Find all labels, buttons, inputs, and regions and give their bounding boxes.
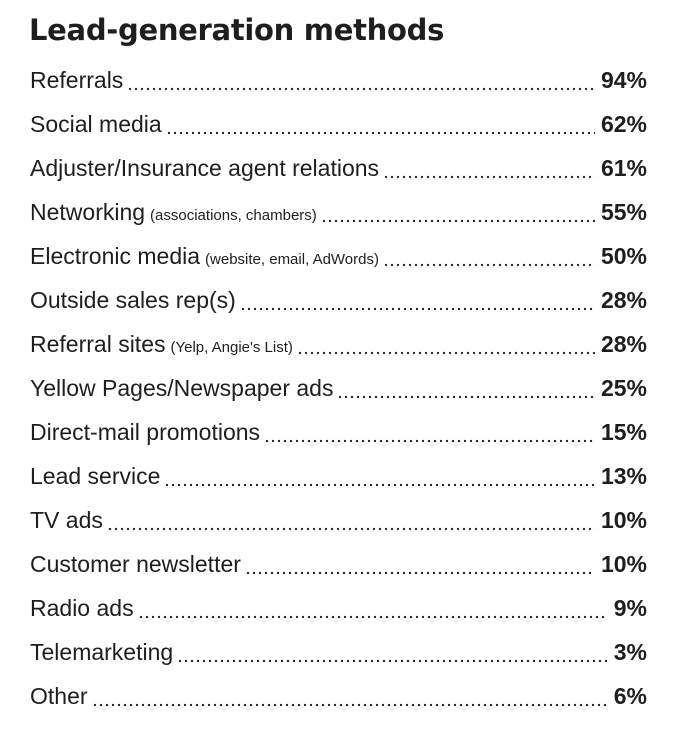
method-percentage: 3% — [613, 639, 647, 665]
dot-leader — [296, 322, 595, 366]
method-label: Outside sales rep(s) — [30, 278, 236, 322]
method-label: Social media — [30, 102, 162, 146]
method-label: Electronic media (website, email, AdWords… — [30, 234, 379, 282]
method-percentage: 62% — [600, 111, 647, 137]
dot-leader — [106, 498, 595, 542]
method-name: Customer newsletter — [30, 551, 241, 577]
method-percentage: 13% — [600, 463, 647, 489]
method-label: Customer newsletter — [30, 542, 241, 586]
dot-leader — [239, 278, 595, 322]
method-name: Social media — [30, 111, 162, 137]
list-item: Referrals 94% — [30, 58, 647, 102]
list-item: Social media 62% — [30, 102, 647, 146]
method-percentage: 10% — [600, 507, 647, 533]
method-label: Networking (associations, chambers) — [30, 190, 317, 238]
list-item: Networking (associations, chambers) 55% — [30, 190, 647, 234]
list-item: Electronic media (website, email, AdWords… — [30, 234, 647, 278]
list-item: Radio ads 9% — [30, 586, 647, 630]
list-item: Outside sales rep(s) 28% — [30, 278, 647, 322]
method-name: Direct-mail promotions — [30, 419, 261, 445]
method-name: Other — [30, 683, 88, 709]
method-percentage: 28% — [600, 287, 647, 313]
dot-leader — [337, 366, 595, 410]
list-item: Adjuster/Insurance agent relations 61% — [30, 146, 647, 190]
method-percentage: 9% — [613, 595, 647, 621]
dot-leader — [164, 454, 595, 498]
method-name: Referral sites — [30, 331, 166, 357]
list-item: TV ads 10% — [30, 498, 647, 542]
dot-leader — [320, 190, 595, 234]
dot-leader — [127, 58, 595, 102]
method-label: TV ads — [30, 498, 103, 542]
method-name: Lead service — [30, 463, 161, 489]
method-label: Direct-mail promotions — [30, 410, 260, 454]
lead-methods-list: Referrals 94% Social media 62% Adjuster/Insu… — [30, 58, 647, 718]
page-title: Lead-generation methods — [29, 13, 445, 47]
method-name: Radio ads — [30, 595, 134, 621]
dot-leader — [383, 146, 595, 190]
method-percentage: 50% — [600, 243, 647, 269]
method-percentage: 55% — [600, 199, 647, 225]
method-percentage: 61% — [600, 155, 647, 181]
list-item: Customer newsletter 10% — [30, 542, 647, 586]
method-percentage: 10% — [600, 551, 647, 577]
dot-leader — [244, 542, 595, 586]
method-name: Networking — [30, 199, 146, 225]
lead-generation-panel: Lead-generation methods Referrals 94% Soci… — [29, 8, 647, 718]
method-label: Lead service — [30, 454, 160, 498]
method-name: Adjuster/Insurance agent relations — [30, 155, 380, 181]
method-note: (website, email, AdWords) — [205, 251, 379, 268]
method-label: Adjuster/Insurance agent relations — [30, 146, 379, 190]
method-percentage: 28% — [600, 331, 647, 357]
method-percentage: 15% — [600, 419, 647, 445]
dot-leader — [264, 410, 595, 454]
method-label: Telemarketing — [30, 630, 173, 674]
list-item: Referral sites (Yelp, Angie's List) 28% — [30, 322, 647, 366]
method-note: (Yelp, Angie's List) — [170, 339, 293, 356]
list-item: Other 6% — [30, 674, 647, 718]
method-label: Other — [30, 674, 88, 718]
method-name: TV ads — [30, 507, 103, 533]
method-label: Referral sites (Yelp, Angie's List) — [30, 322, 293, 370]
method-percentage: 94% — [600, 67, 647, 93]
list-item: Direct-mail promotions 15% — [30, 410, 647, 454]
dot-leader — [137, 586, 608, 630]
method-name: Telemarketing — [30, 639, 174, 665]
method-label: Radio ads — [30, 586, 134, 630]
method-label: Yellow Pages/Newspaper ads — [30, 366, 333, 410]
method-name: Referrals — [30, 67, 124, 93]
method-note: (associations, chambers) — [150, 207, 317, 224]
list-item: Telemarketing 3% — [30, 630, 647, 674]
method-name: Electronic media — [30, 243, 201, 269]
list-item: Yellow Pages/Newspaper ads 25% — [30, 366, 647, 410]
list-item: Lead service 13% — [30, 454, 647, 498]
method-name: Yellow Pages/Newspaper ads — [30, 375, 334, 401]
method-name: Outside sales rep(s) — [30, 287, 236, 313]
method-percentage: 6% — [613, 683, 647, 709]
dot-leader — [382, 234, 595, 278]
method-label: Referrals — [30, 58, 123, 102]
dot-leader — [177, 630, 608, 674]
dot-leader — [165, 102, 595, 146]
method-percentage: 25% — [600, 375, 647, 401]
dot-leader — [91, 674, 608, 718]
